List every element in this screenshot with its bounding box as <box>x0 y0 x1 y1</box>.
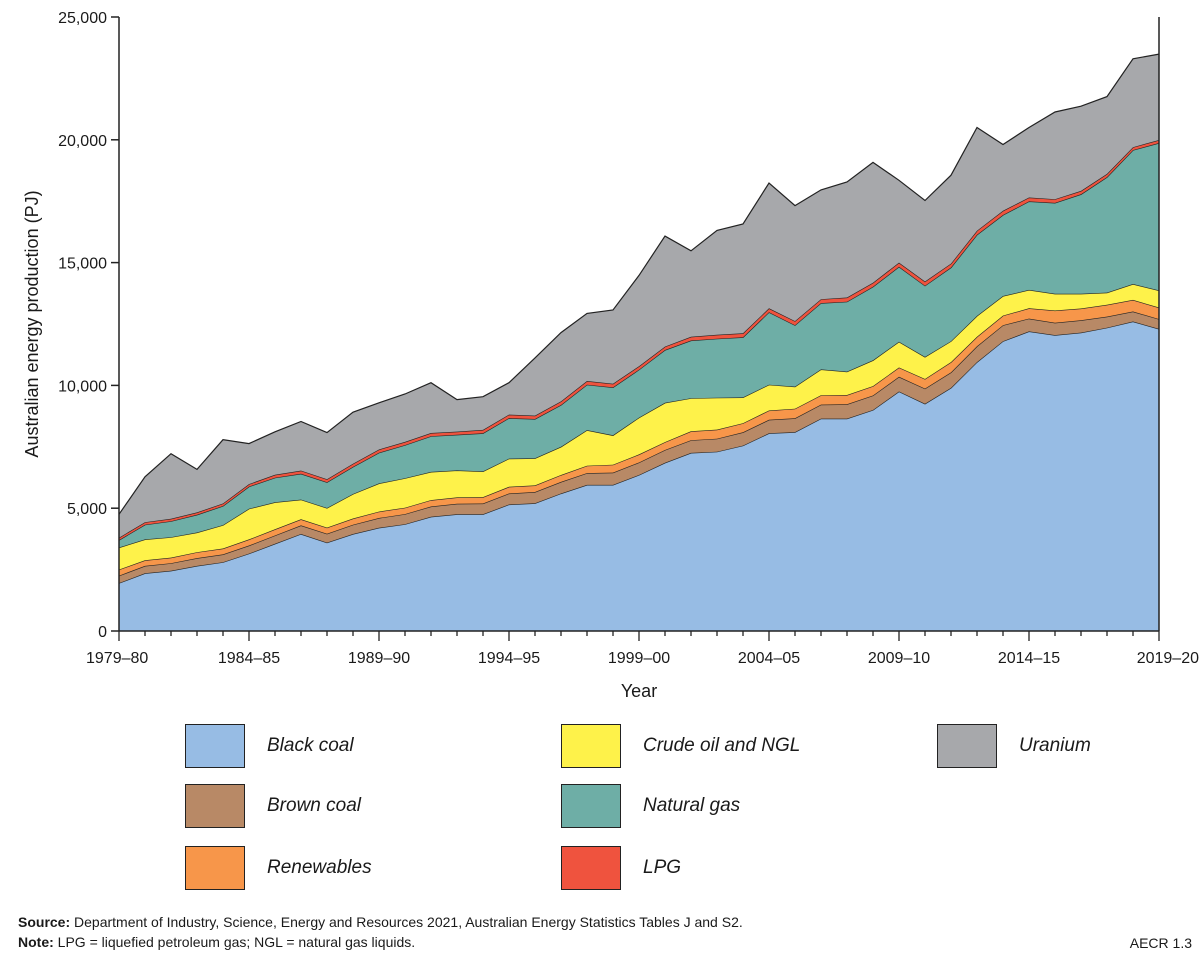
area-black-coal <box>119 321 1159 631</box>
legend-swatch <box>185 784 245 828</box>
x-tick-label: 1984–85 <box>218 650 280 667</box>
y-tick-label: 25,000 <box>58 10 107 27</box>
note-line: Note: LPG = liquefied petroleum gas; NGL… <box>18 932 1182 952</box>
x-tick-label: 1979–80 <box>86 650 148 667</box>
x-axis-title: Year <box>621 681 657 701</box>
legend-label: Brown coal <box>267 795 361 816</box>
x-tick-label: 2019–20 <box>1137 650 1199 667</box>
y-tick-label: 5,000 <box>67 501 107 518</box>
legend-swatch <box>561 846 621 890</box>
area-layers <box>118 53 1160 631</box>
x-tick-label: 2014–15 <box>998 650 1060 667</box>
legend-label: Renewables <box>267 857 372 878</box>
x-tick-label: 2004–05 <box>738 650 800 667</box>
y-axis-title: Australian energy production (PJ) <box>22 190 42 457</box>
note-label: Note: <box>18 934 54 950</box>
source-line: Source: Department of Industry, Science,… <box>18 912 1182 932</box>
legend-label: Natural gas <box>643 795 741 816</box>
x-tick-label: 1994–95 <box>478 650 540 667</box>
area-edge-uranium <box>118 53 1160 515</box>
legend-item: Renewables <box>185 846 372 890</box>
y-tick-label: 15,000 <box>58 256 107 273</box>
source-label: Source: <box>18 914 71 930</box>
figure-id: AECR 1.3 <box>1129 935 1192 951</box>
legend-swatch <box>561 784 621 828</box>
legend-item: Natural gas <box>561 784 740 828</box>
legend-item: Black coal <box>185 724 354 768</box>
energy-production-chart: 0 5,000 10,000 15,000 20,000 25,000 1979–80 198… <box>22 10 1199 701</box>
legend-label: Crude oil and NGL <box>643 735 801 756</box>
area-brown-coal <box>119 311 1159 584</box>
axes: 0 5,000 10,000 15,000 20,000 25,000 1979–80 198… <box>58 10 1199 667</box>
legend-swatch <box>185 724 245 768</box>
legend-swatch <box>185 846 245 890</box>
x-tick-label: 1999–00 <box>608 650 670 667</box>
legend-item: Uranium <box>937 724 1091 768</box>
area-crude-oil-and-ngl <box>119 284 1159 570</box>
legend-item: Brown coal <box>185 784 361 828</box>
legend-label: Black coal <box>267 735 354 756</box>
source-text: Department of Industry, Science, Energy … <box>70 914 743 930</box>
y-tick-label: 0 <box>98 624 107 641</box>
legend-item: LPG <box>561 846 681 890</box>
legend-label: LPG <box>643 857 682 878</box>
x-tick-label: 2009–10 <box>868 650 930 667</box>
area-renewables <box>119 299 1159 576</box>
legend-label: Uranium <box>1019 735 1091 756</box>
area-uranium <box>119 54 1159 538</box>
y-tick-label: 20,000 <box>58 133 107 150</box>
y-tick-label: 10,000 <box>58 378 107 395</box>
x-tick-label: 1989–90 <box>348 650 410 667</box>
legend-item: Crude oil and NGL <box>561 724 800 768</box>
legend-swatch <box>561 724 621 768</box>
note-text: LPG = liquefied petroleum gas; NGL = nat… <box>53 934 416 950</box>
area-natural-gas <box>119 143 1159 548</box>
legend-swatch <box>937 724 997 768</box>
chart-footer: Source: Department of Industry, Science,… <box>18 912 1182 952</box>
